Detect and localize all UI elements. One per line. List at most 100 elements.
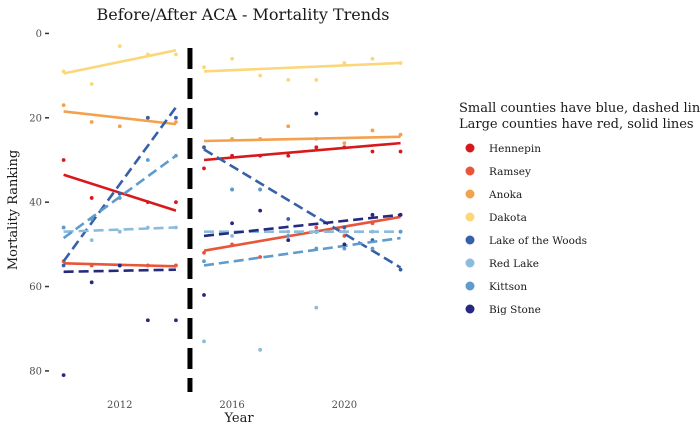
data-point-lake-of-the-woods — [398, 267, 403, 272]
data-point-anoka — [117, 124, 122, 129]
data-point-big-stone — [230, 221, 234, 226]
data-point-kittson — [202, 259, 206, 264]
trend-line-after-lake-of-the-woods — [203, 148, 402, 269]
trend-line-after-ramsey — [203, 215, 401, 252]
data-point-anoka — [258, 136, 263, 141]
data-point-kittson — [89, 217, 94, 221]
data-point-hennepin — [145, 200, 150, 205]
data-point-hennepin — [202, 166, 206, 171]
data-point-anoka — [89, 120, 94, 124]
data-point-dakota — [286, 77, 291, 82]
data-point-kittson — [145, 158, 150, 162]
data-point-red-lake — [314, 305, 319, 310]
data-point-dakota — [145, 52, 150, 57]
data-point-lake-of-the-woods — [286, 217, 291, 221]
data-point-big-stone — [342, 242, 347, 247]
legend-key-anoka — [465, 189, 475, 199]
data-point-anoka — [174, 120, 178, 124]
data-point-dakota — [314, 77, 319, 82]
data-point-anoka — [286, 124, 291, 129]
data-point-hennepin — [314, 145, 319, 150]
legend: Small counties have blue, dashed lines L… — [459, 101, 700, 316]
data-point-dakota — [202, 65, 206, 70]
plot-area — [61, 44, 403, 392]
legend-key-kittson — [465, 281, 475, 291]
data-point-ramsey — [314, 225, 319, 230]
data-point-ramsey — [89, 263, 94, 268]
data-point-dakota — [117, 44, 122, 48]
data-point-kittson — [398, 229, 403, 234]
data-point-dakota — [230, 56, 234, 61]
data-point-hennepin — [61, 158, 66, 162]
data-point-big-stone — [314, 111, 319, 116]
data-point-dakota — [89, 82, 94, 86]
data-point-red-lake — [145, 225, 150, 230]
x-tick-label: 2012 — [107, 400, 132, 411]
data-point-ramsey — [145, 263, 150, 268]
legend-label-big-stone: Big Stone — [489, 304, 541, 316]
trend-line-after-anoka — [203, 135, 401, 143]
data-point-big-stone — [202, 293, 206, 297]
data-point-big-stone — [370, 212, 375, 217]
trend-line-after-big-stone — [203, 213, 401, 238]
data-point-dakota — [342, 61, 347, 65]
data-point-kittson — [314, 246, 319, 251]
data-point-big-stone — [258, 208, 263, 213]
data-point-hennepin — [230, 153, 234, 158]
data-point-dakota — [398, 61, 403, 65]
legend-label-ramsey: Ramsey — [489, 166, 531, 178]
data-point-kittson — [342, 246, 347, 251]
data-point-red-lake — [202, 339, 206, 344]
x-tick-label: 2016 — [219, 400, 244, 411]
data-point-hennepin — [370, 149, 375, 154]
data-point-lake-of-the-woods — [174, 115, 178, 120]
data-point-red-lake — [342, 229, 347, 234]
data-point-red-lake — [258, 347, 263, 352]
legend-key-ramsey — [465, 166, 475, 176]
data-point-anoka — [230, 136, 234, 141]
data-point-anoka — [314, 136, 319, 141]
data-point-hennepin — [258, 153, 263, 158]
x-axis-title: Year — [223, 411, 254, 426]
trend-line-before-dakota — [63, 49, 177, 75]
data-point-hennepin — [342, 145, 347, 150]
data-point-big-stone — [398, 212, 403, 217]
data-point-ramsey — [202, 250, 206, 255]
data-point-hennepin — [286, 153, 291, 158]
data-point-dakota — [61, 69, 66, 74]
trend-line-after-hennepin — [203, 141, 401, 162]
data-point-hennepin — [174, 200, 178, 205]
data-point-dakota — [258, 73, 263, 78]
legend-title-line-2: Large counties have red, solid lines — [459, 117, 694, 132]
y-tick-label: 0 — [36, 29, 42, 40]
legend-key-red-lake — [465, 258, 475, 268]
legend-key-lake-of-the-woods — [465, 235, 475, 245]
legend-title-line-1: Small counties have blue, dashed lines — [459, 101, 700, 116]
data-point-big-stone — [89, 280, 94, 285]
data-point-red-lake — [174, 225, 178, 230]
data-point-big-stone — [117, 263, 122, 268]
data-point-red-lake — [286, 229, 291, 234]
x-tick-label: 2020 — [332, 400, 357, 411]
data-point-kittson — [117, 196, 122, 200]
y-axis: 0 20 40 60 80 — [29, 29, 49, 377]
data-point-hennepin — [89, 196, 94, 200]
data-point-ramsey — [370, 221, 375, 226]
legend-label-kittson: Kittson — [489, 281, 527, 293]
trend-line-after-kittson — [203, 236, 401, 267]
data-point-red-lake — [370, 229, 375, 234]
data-point-big-stone — [145, 318, 150, 323]
data-point-lake-of-the-woods — [202, 145, 206, 150]
x-axis: 2012 2016 2020 — [107, 400, 357, 411]
data-point-kittson — [286, 234, 291, 238]
data-point-kittson — [174, 153, 178, 158]
data-point-big-stone — [61, 373, 66, 378]
data-point-big-stone — [174, 318, 178, 323]
legend-label-lake-of-the-woods: Lake of the Woods — [489, 235, 587, 247]
data-point-kittson — [258, 187, 263, 192]
data-point-kittson — [230, 187, 234, 192]
data-point-anoka — [398, 132, 403, 137]
y-tick-label: 80 — [29, 366, 42, 377]
data-point-lake-of-the-woods — [61, 263, 66, 268]
